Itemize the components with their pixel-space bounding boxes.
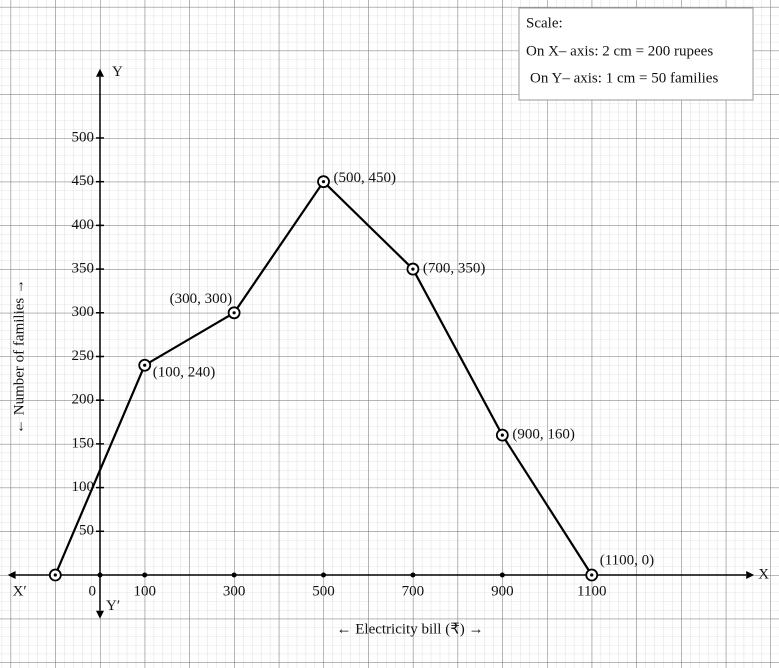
y-arrow — [96, 68, 105, 77]
y-tick-label: 500 — [72, 129, 95, 145]
scale-x: On X– axis: 2 cm = 200 rupees — [526, 43, 713, 59]
axis-letter: Y — [112, 64, 123, 80]
x-neg-arrow — [7, 570, 16, 579]
y-tick-label: 450 — [72, 173, 95, 189]
point-dot — [411, 267, 415, 271]
x-tick — [499, 572, 505, 578]
point-dot — [143, 363, 147, 367]
axis-letter: Y′ — [106, 598, 120, 614]
y-neg-arrow — [96, 610, 105, 619]
y-tick-label: 400 — [72, 217, 95, 233]
axis-letter: X′ — [13, 583, 27, 599]
scale-y: On Y– axis: 1 cm = 50 families — [530, 70, 718, 86]
point-label: (500, 450) — [334, 170, 397, 186]
point-dot — [500, 433, 504, 437]
x-axis-label: ← Electricity bill (₹) → — [336, 621, 483, 637]
y-tick-label: 100 — [72, 479, 95, 495]
point-dot — [590, 573, 594, 577]
y-tick-label: 150 — [72, 435, 95, 451]
y-tick-label: 350 — [72, 261, 95, 277]
x-tick-label: 0 — [89, 583, 97, 599]
x-tick-label: 900 — [491, 583, 514, 599]
point-label: (100, 240) — [153, 365, 216, 381]
point-dot — [53, 573, 57, 577]
x-tick — [321, 572, 327, 578]
x-tick — [97, 572, 103, 578]
x-tick-label: 1100 — [577, 583, 606, 599]
point-label: (300, 300) — [170, 291, 233, 307]
x-tick-label: 700 — [402, 583, 425, 599]
y-tick-label: 50 — [79, 523, 94, 539]
point-label: (1100, 0) — [600, 552, 654, 568]
y-tick-label: 250 — [72, 348, 95, 364]
x-tick — [231, 572, 237, 578]
x-tick — [142, 572, 148, 578]
point-label: (700, 350) — [423, 261, 486, 277]
scale-title: Scale: — [526, 15, 563, 31]
point-label: (900, 160) — [512, 427, 575, 443]
axis-letter: X — [758, 566, 769, 582]
y-tick-label: 300 — [72, 304, 95, 320]
x-tick-label: 100 — [133, 583, 156, 599]
scale-note: Scale: On X– axis: 2 cm = 200 rupees On … — [518, 7, 754, 101]
y-axis-label: ← Number of families → — [11, 279, 27, 434]
scale-box — [518, 7, 754, 101]
point-dot — [321, 180, 326, 184]
x-tick — [410, 572, 416, 578]
x-tick-label: 300 — [223, 583, 246, 599]
point-dot — [232, 311, 236, 315]
x-arrow — [746, 570, 755, 579]
x-tick-label: 500 — [312, 583, 335, 599]
y-tick-label: 200 — [72, 392, 95, 408]
